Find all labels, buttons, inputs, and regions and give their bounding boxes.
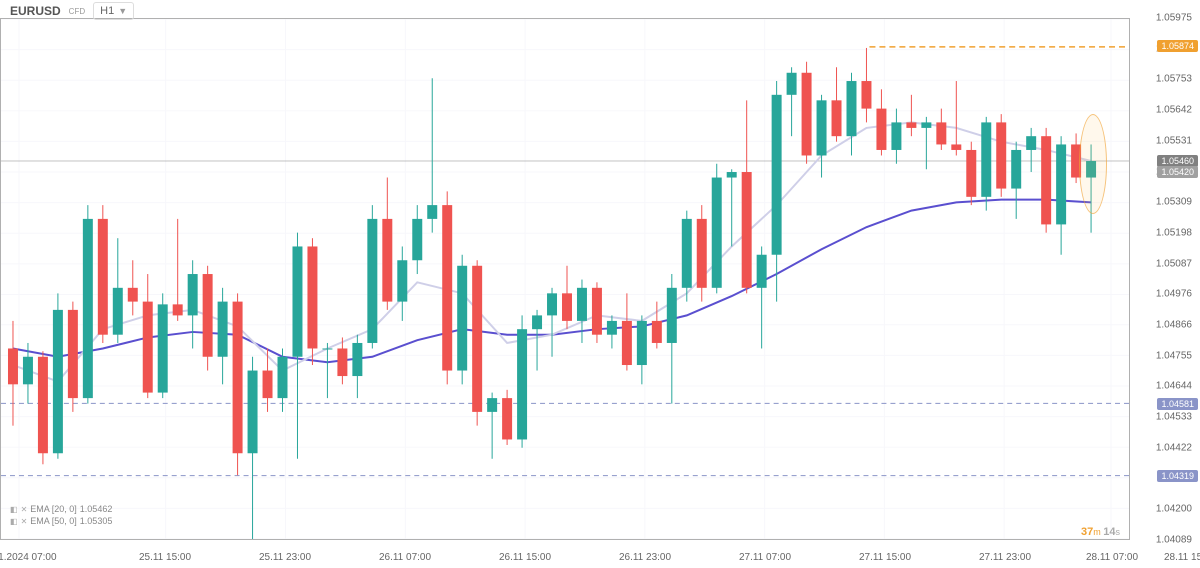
countdown-sec-unit: s: [1116, 527, 1121, 537]
price-label: 1.05420: [1157, 166, 1198, 178]
y-tick: 1.04866: [1156, 319, 1192, 330]
y-tick: 1.04533: [1156, 412, 1192, 423]
price-label: 1.04319: [1157, 470, 1198, 482]
y-tick: 1.05531: [1156, 135, 1192, 146]
x-tick: 27.11 07:00: [739, 552, 791, 563]
close-icon[interactable]: ✕: [21, 504, 28, 515]
y-tick: 1.04644: [1156, 381, 1192, 392]
y-tick: 1.05309: [1156, 197, 1192, 208]
price-label: 1.05874: [1157, 40, 1198, 52]
x-tick: 25.11.2024 07:00: [0, 552, 57, 563]
x-tick: 26.11 23:00: [619, 552, 671, 563]
cfd-label: CFD: [69, 7, 85, 16]
chevron-down-icon: ▼: [118, 6, 127, 16]
y-tick: 1.05198: [1156, 228, 1192, 239]
y-tick: 1.05087: [1156, 258, 1192, 269]
indicator-label: EMA [20, 0]: [30, 503, 77, 516]
y-tick: 1.04422: [1156, 442, 1192, 453]
chart-header: EURUSD CFD H1 ▼: [10, 2, 134, 20]
y-tick: 1.05975: [1156, 13, 1192, 24]
symbol-label: EURUSD: [10, 4, 61, 18]
indicator-value: 1.05305: [80, 515, 113, 528]
indicator-row: ◧ ✕ EMA [50, 0] 1.05305: [10, 515, 112, 528]
countdown-min-unit: m: [1093, 527, 1103, 537]
countdown-min: 37: [1081, 526, 1093, 538]
x-tick: 25.11 23:00: [259, 552, 311, 563]
x-tick: 25.11 15:00: [139, 552, 191, 563]
plot-area[interactable]: [0, 18, 1130, 540]
y-tick: 1.05753: [1156, 74, 1192, 85]
close-icon[interactable]: ✕: [21, 516, 28, 527]
x-tick: 28.11 07:00: [1086, 552, 1138, 563]
y-tick: 1.04089: [1156, 535, 1192, 546]
x-tick: 26.11 07:00: [379, 552, 431, 563]
indicator-row: ◧ ✕ EMA [20, 0] 1.05462: [10, 503, 112, 516]
y-axis: 1.059751.058641.057531.056421.055311.054…: [1130, 18, 1200, 540]
indicator-label: EMA [50, 0]: [30, 515, 77, 528]
indicator-value: 1.05462: [80, 503, 113, 516]
x-tick: 27.11 15:00: [859, 552, 911, 563]
candlestick-chart: [1, 19, 1129, 539]
timeframe-selector[interactable]: H1 ▼: [93, 2, 134, 20]
indicator-panel: ◧ ✕ EMA [20, 0] 1.05462 ◧ ✕ EMA [50, 0] …: [10, 503, 112, 528]
price-label: 1.04581: [1157, 398, 1198, 410]
countdown-sec: 14: [1103, 526, 1115, 538]
timeframe-value: H1: [100, 5, 114, 17]
y-tick: 1.04200: [1156, 504, 1192, 515]
x-tick: 26.11 15:00: [499, 552, 551, 563]
countdown-timer: 37m 14s: [1081, 526, 1120, 538]
chart-container: EURUSD CFD H1 ▼ 1.059751.058641.057531.0…: [0, 0, 1200, 568]
x-tick: 28.11 15:00: [1164, 552, 1200, 563]
x-tick: 27.11 23:00: [979, 552, 1031, 563]
eye-icon[interactable]: ◧: [10, 516, 18, 527]
y-tick: 1.04976: [1156, 289, 1192, 300]
y-tick: 1.04755: [1156, 350, 1192, 361]
eye-icon[interactable]: ◧: [10, 504, 18, 515]
y-tick: 1.05642: [1156, 105, 1192, 116]
x-axis: 25.11.2024 07:00 25.11 15:00 25.11 23:00 26…: [0, 540, 1130, 568]
